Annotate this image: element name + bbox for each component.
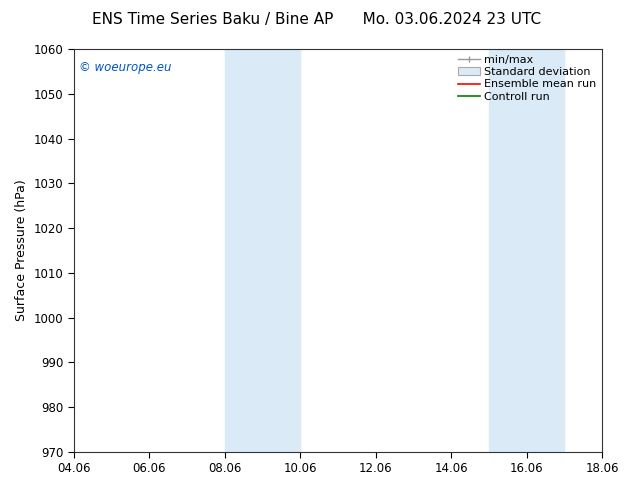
Legend: min/max, Standard deviation, Ensemble mean run, Controll run: min/max, Standard deviation, Ensemble me… [456,53,599,104]
Bar [489,49,564,452]
Text: © woeurope.eu: © woeurope.eu [79,61,172,74]
Text: ENS Time Series Baku / Bine AP      Mo. 03.06.2024 23 UTC: ENS Time Series Baku / Bine AP Mo. 03.06… [93,12,541,27]
Bar [224,49,301,452]
Y-axis label: Surface Pressure (hPa): Surface Pressure (hPa) [15,180,28,321]
